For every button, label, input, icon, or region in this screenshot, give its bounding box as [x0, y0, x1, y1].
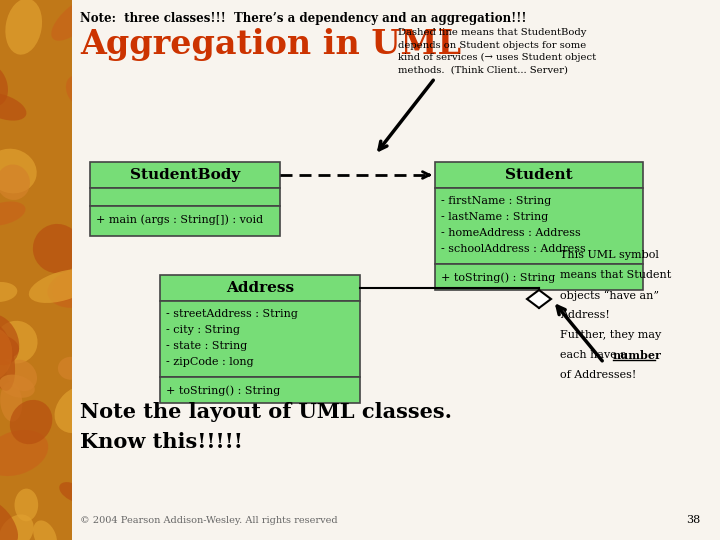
Ellipse shape: [33, 224, 81, 273]
Ellipse shape: [0, 515, 34, 540]
Text: - streetAddress : String: - streetAddress : String: [166, 309, 298, 319]
Ellipse shape: [5, 0, 42, 55]
Bar: [435, 188, 643, 264]
Text: + main (args : String[]) : void: + main (args : String[]) : void: [96, 214, 263, 225]
Text: - homeAddress : Address: - homeAddress : Address: [441, 228, 581, 238]
Ellipse shape: [0, 501, 18, 540]
Ellipse shape: [0, 382, 22, 422]
Text: - city : String: - city : String: [166, 325, 240, 335]
Ellipse shape: [0, 282, 17, 302]
Text: Further, they may: Further, they may: [560, 330, 661, 340]
Text: - firstName : String: - firstName : String: [441, 196, 552, 206]
Text: of Addresses!: of Addresses!: [560, 370, 636, 380]
Ellipse shape: [66, 76, 89, 105]
Ellipse shape: [0, 148, 37, 193]
Text: Note:  three classes!!!  There’s a dependency and an aggregation!!!: Note: three classes!!! There’s a depende…: [80, 12, 526, 25]
Text: © 2004 Pearson Addison-Wesley. All rights reserved: © 2004 Pearson Addison-Wesley. All right…: [80, 516, 338, 525]
Text: Dashed line means that StudentBody
depends on Student objects for some
kind of s: Dashed line means that StudentBody depen…: [398, 28, 596, 75]
Ellipse shape: [0, 325, 15, 391]
Bar: [90, 206, 280, 236]
Text: Address!: Address!: [560, 310, 610, 320]
Ellipse shape: [0, 430, 48, 476]
Bar: [160, 301, 360, 377]
Text: StudentBody: StudentBody: [130, 168, 240, 182]
Text: objects “have an”: objects “have an”: [560, 290, 659, 301]
Ellipse shape: [48, 268, 109, 308]
Ellipse shape: [0, 333, 19, 360]
Text: number: number: [613, 350, 662, 361]
Text: This UML symbol: This UML symbol: [560, 250, 659, 260]
Text: each have a: each have a: [560, 350, 631, 360]
Polygon shape: [527, 290, 551, 308]
Text: Address: Address: [226, 281, 294, 295]
Ellipse shape: [0, 321, 37, 363]
Text: - zipCode : long: - zipCode : long: [166, 357, 253, 367]
Bar: [435, 162, 643, 188]
Text: - lastName : String: - lastName : String: [441, 212, 548, 222]
Text: means that Student: means that Student: [560, 270, 671, 280]
Text: Know this!!!!!: Know this!!!!!: [80, 432, 243, 452]
Ellipse shape: [0, 165, 30, 200]
Text: - state : String: - state : String: [166, 341, 247, 351]
Bar: [160, 377, 360, 403]
Text: 38: 38: [685, 515, 700, 525]
Bar: [90, 162, 280, 188]
Ellipse shape: [33, 521, 57, 540]
Ellipse shape: [0, 64, 8, 106]
Ellipse shape: [0, 93, 27, 120]
Text: Student: Student: [505, 168, 573, 182]
Text: - schoolAddress : Address: - schoolAddress : Address: [441, 244, 586, 254]
Bar: [90, 188, 280, 206]
Ellipse shape: [51, 0, 99, 41]
Ellipse shape: [0, 375, 35, 398]
Ellipse shape: [0, 201, 25, 226]
Bar: [0, 0, 75, 540]
Ellipse shape: [14, 489, 38, 521]
Ellipse shape: [0, 328, 12, 380]
Ellipse shape: [53, 269, 87, 301]
Text: Note the layout of UML classes.: Note the layout of UML classes.: [80, 402, 452, 422]
Ellipse shape: [10, 400, 53, 444]
Bar: [435, 264, 643, 290]
Text: + toString() : String: + toString() : String: [166, 385, 280, 396]
Text: + toString() : String: + toString() : String: [441, 272, 555, 282]
Ellipse shape: [29, 269, 96, 303]
Text: Aggregation in UML: Aggregation in UML: [80, 28, 461, 61]
Ellipse shape: [59, 482, 86, 502]
Ellipse shape: [55, 386, 103, 433]
Bar: [160, 275, 360, 301]
Ellipse shape: [58, 357, 84, 380]
Ellipse shape: [0, 314, 19, 366]
Ellipse shape: [6, 360, 37, 391]
